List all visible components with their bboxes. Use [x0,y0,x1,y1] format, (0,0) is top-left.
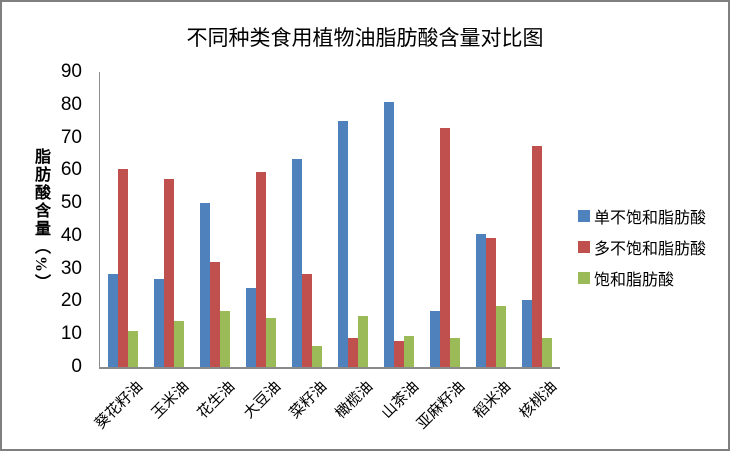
x-tick-label: 大豆油 [240,378,285,422]
x-tick-label: 亚麻籽油 [414,378,469,433]
bar [256,171,266,367]
bar [542,337,552,367]
bar [266,317,276,367]
bar [440,127,450,367]
legend-swatch-icon [578,241,590,253]
bar-group [100,168,146,367]
y-tick-label: 10 [60,323,82,345]
bar-group [284,158,330,367]
legend-swatch-icon [578,210,590,222]
x-tick-label: 玉米油 [148,378,193,422]
y-tick-label: 30 [60,257,82,279]
legend-item: 多不饱和脂肪酸 [578,237,707,258]
bar-group [192,203,238,367]
bar-group [422,127,468,367]
bar [220,311,230,367]
bar [174,321,184,367]
bar [394,340,404,367]
plot-area [99,72,560,369]
bar-group [238,171,284,367]
bar [246,288,256,367]
bar [358,316,368,367]
y-tick-label: 70 [60,126,82,148]
bar [154,278,164,367]
y-tick-label: 50 [60,192,82,214]
bar [338,121,348,367]
bar [486,237,496,367]
bar [312,345,322,367]
y-axis-title: 脂肪酸含量（%） [32,147,49,292]
chart-title: 不同种类食用植物油脂肪酸含量对比图 [186,26,544,50]
x-tick-label: 核桃油 [516,378,561,422]
legend-label: 单不饱和脂肪酸 [594,210,707,227]
bar [128,330,138,367]
y-tick-label: 40 [60,224,82,246]
bar [118,168,128,367]
bar-group [146,178,192,367]
bar [532,145,542,367]
legend-label: 饱和脂肪酸 [594,272,675,289]
bar [108,273,118,367]
x-tick-label: 葵花籽油 [92,378,147,433]
bar-group [468,234,514,367]
bar [164,178,174,367]
bar-group [514,145,560,367]
y-tick-label: 60 [60,159,82,181]
x-tick-label: 橄榄油 [332,378,377,422]
bar-group [330,121,376,367]
x-tick-label: 稻米油 [470,378,515,422]
x-tick-label: 菜籽油 [286,378,331,422]
y-tick-label: 0 [71,356,82,377]
y-tick-label: 90 [60,61,82,82]
legend: 单不饱和脂肪酸 多不饱和脂肪酸 饱和脂肪酸 [578,206,707,289]
bar [476,234,486,367]
bar [292,158,302,367]
y-tick-label: 20 [60,290,82,312]
bar [384,101,394,367]
bar [430,311,440,367]
bar [522,299,532,367]
x-tick-label: 花生油 [194,378,239,422]
legend-item: 饱和脂肪酸 [578,268,706,289]
bar [496,306,506,367]
legend-item: 单不饱和脂肪酸 [578,206,707,227]
legend-label: 多不饱和脂肪酸 [594,241,707,258]
bar [404,335,414,367]
bar [302,273,312,367]
bar-group [376,101,422,367]
y-tick-label: 80 [60,93,82,115]
bar [210,262,220,367]
bar [450,337,460,367]
bar [200,203,210,367]
bar [348,337,358,367]
legend-swatch-icon [578,272,590,284]
